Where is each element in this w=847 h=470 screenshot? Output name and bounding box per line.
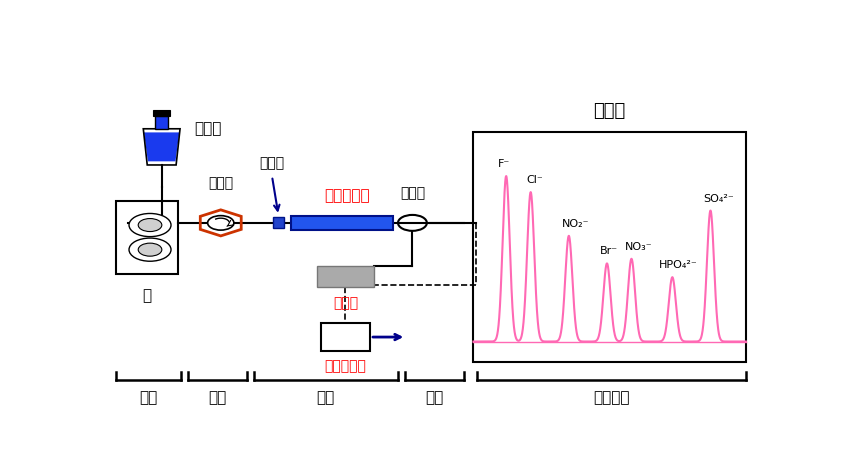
Bar: [274, 218, 284, 228]
Circle shape: [398, 215, 427, 231]
Text: 进样: 进样: [208, 391, 227, 406]
Text: 进样器: 进样器: [208, 176, 233, 190]
Circle shape: [208, 216, 234, 230]
Text: 电导检测器: 电导检测器: [324, 360, 367, 374]
Text: 输液: 输液: [140, 391, 158, 406]
Text: HPO₄²⁻: HPO₄²⁻: [659, 260, 697, 270]
Text: NO₃⁻: NO₃⁻: [625, 242, 652, 252]
Text: 数据记录: 数据记录: [593, 391, 629, 406]
Circle shape: [129, 238, 171, 261]
Text: 保护柱: 保护柱: [259, 157, 285, 171]
Circle shape: [138, 243, 162, 256]
Text: 抑制器: 抑制器: [333, 297, 358, 310]
Circle shape: [129, 213, 171, 236]
Bar: [321, 323, 370, 351]
Bar: [153, 110, 170, 116]
Text: 泵: 泵: [142, 288, 152, 303]
Polygon shape: [155, 116, 169, 129]
Circle shape: [138, 219, 162, 232]
Text: 色谱图: 色谱图: [594, 102, 626, 120]
Text: Br⁻: Br⁻: [601, 246, 618, 257]
Bar: [473, 133, 746, 362]
Bar: [116, 201, 178, 274]
Text: 检测池: 检测池: [400, 187, 425, 200]
Bar: [291, 216, 393, 230]
Text: 流动相: 流动相: [195, 121, 222, 136]
Text: 分离: 分离: [317, 391, 335, 406]
Text: 离子色谱柱: 离子色谱柱: [324, 188, 370, 203]
Polygon shape: [144, 133, 180, 161]
Text: F⁻: F⁻: [498, 159, 510, 169]
Text: 检测: 检测: [425, 391, 443, 406]
Text: NO₂⁻: NO₂⁻: [562, 219, 590, 229]
Text: Cl⁻: Cl⁻: [527, 175, 543, 185]
Text: SO₄²⁻: SO₄²⁻: [704, 194, 734, 204]
Bar: [317, 266, 374, 287]
